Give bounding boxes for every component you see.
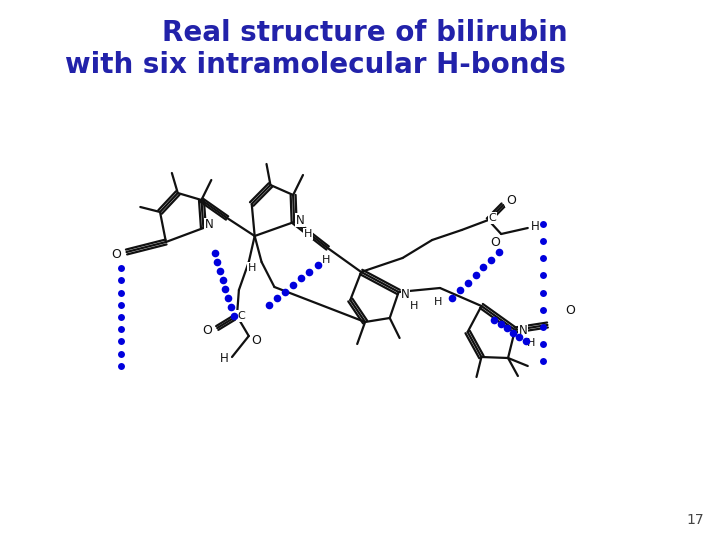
Text: H: H bbox=[220, 353, 228, 366]
Text: H: H bbox=[248, 263, 256, 273]
Text: H: H bbox=[304, 229, 312, 239]
Text: C: C bbox=[237, 311, 245, 321]
Text: O: O bbox=[506, 193, 516, 206]
Text: H: H bbox=[434, 297, 442, 307]
Text: H: H bbox=[410, 301, 418, 311]
Text: with six intramolecular H-bonds: with six intramolecular H-bonds bbox=[66, 51, 566, 79]
Text: N: N bbox=[518, 323, 527, 336]
Text: 17: 17 bbox=[687, 513, 704, 527]
Text: O: O bbox=[252, 334, 261, 348]
Text: Real structure of bilirubin: Real structure of bilirubin bbox=[162, 19, 568, 47]
Text: N: N bbox=[205, 219, 214, 232]
Text: H: H bbox=[526, 338, 535, 348]
Text: O: O bbox=[112, 247, 122, 260]
Text: H: H bbox=[321, 255, 330, 265]
Text: C: C bbox=[488, 213, 496, 223]
Text: O: O bbox=[490, 235, 500, 248]
Text: O: O bbox=[565, 305, 575, 318]
Text: N: N bbox=[296, 213, 305, 226]
Text: N: N bbox=[401, 287, 410, 300]
Text: H: H bbox=[531, 219, 540, 233]
Text: O: O bbox=[202, 323, 212, 336]
